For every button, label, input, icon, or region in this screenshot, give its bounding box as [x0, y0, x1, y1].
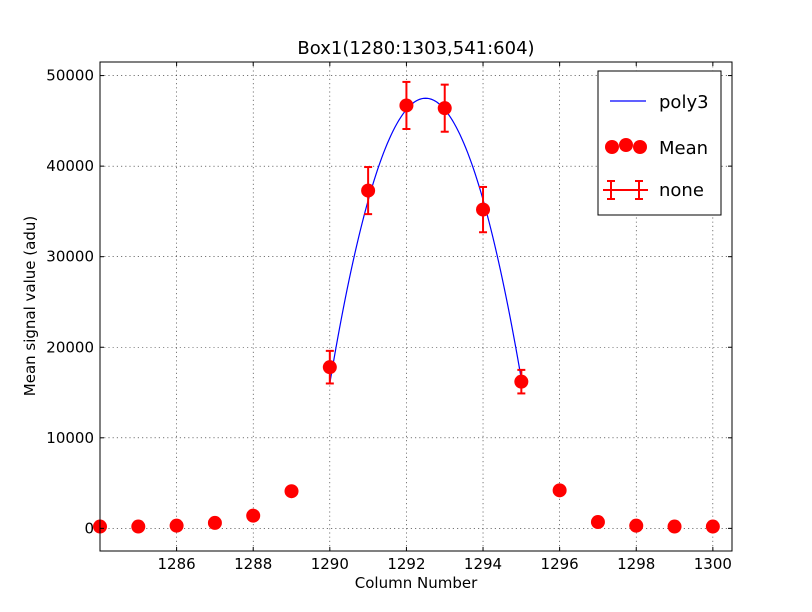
x-tick-label: 1300 — [694, 555, 732, 573]
data-point — [246, 508, 261, 523]
legend-marker — [633, 140, 647, 154]
legend-entry-poly3: poly3 — [610, 92, 709, 113]
x-axis-label: Column Number — [355, 574, 478, 592]
data-point — [131, 519, 146, 534]
data-point — [399, 98, 414, 113]
data-point — [169, 518, 184, 533]
y-tick-label: 10000 — [46, 429, 94, 447]
data-point — [322, 360, 337, 375]
data-point — [437, 101, 452, 116]
x-tick-label: 1298 — [617, 555, 655, 573]
point-layer — [93, 98, 720, 534]
legend-label-none: none — [659, 180, 704, 201]
x-tick-label: 1294 — [464, 555, 502, 573]
data-point — [514, 374, 529, 389]
legend: poly3 Mean none — [597, 70, 722, 216]
y-tick-label: 50000 — [46, 67, 94, 85]
legend-label-mean: Mean — [659, 138, 708, 159]
data-point — [284, 484, 299, 499]
legend-marker — [605, 140, 619, 154]
data-point — [667, 519, 682, 534]
y-tick-label: 40000 — [46, 157, 94, 175]
data-point — [629, 518, 644, 533]
data-point — [361, 183, 376, 198]
x-tick-label: 1292 — [387, 555, 425, 573]
x-tick-label: 1288 — [234, 555, 272, 573]
plot-area-frame — [99, 61, 733, 552]
fit-curve-layer — [329, 97, 522, 384]
y-tick-label: 30000 — [46, 248, 94, 266]
y-tick-label: 20000 — [46, 338, 94, 356]
data-point — [476, 202, 491, 217]
fit-curve-poly3 — [329, 97, 522, 384]
grid — [100, 62, 732, 551]
data-point — [705, 519, 720, 534]
x-tick-label: 1296 — [541, 555, 579, 573]
chart-title: Box1(1280:1303,541:604) — [297, 38, 534, 59]
data-point — [207, 515, 222, 530]
y-tick-label: 0 — [84, 519, 94, 537]
legend-marker — [619, 138, 633, 152]
data-point — [552, 483, 567, 498]
x-tick-label: 1290 — [311, 555, 349, 573]
tick-layer: 1286 1288 1290 1292 1294 1296 1298 1300 0 10000 20… — [46, 62, 732, 573]
errorbar-layer — [325, 80, 526, 395]
data-point — [590, 515, 605, 530]
x-tick-label: 1286 — [158, 555, 196, 573]
legend-entry-none — [603, 180, 648, 200]
legend-entry-mean: Mean — [605, 138, 708, 159]
y-axis-label: Mean signal value (adu) — [21, 216, 39, 396]
legend-label-poly3: poly3 — [659, 92, 709, 113]
